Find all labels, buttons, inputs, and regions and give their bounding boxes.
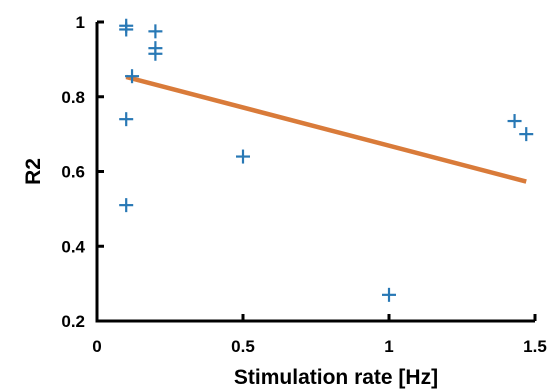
x-tick-label: 0.5 bbox=[231, 337, 255, 356]
scatter-point bbox=[119, 112, 134, 127]
x-tick-label: 0 bbox=[92, 337, 101, 356]
y-axis-title: R2 bbox=[22, 158, 45, 185]
scatter-point bbox=[148, 46, 163, 61]
scatter-point bbox=[148, 24, 163, 39]
scatter-point bbox=[119, 198, 134, 213]
y-ticks: 0.2 0.4 0.6 0.8 1 bbox=[61, 13, 104, 331]
y-tick-label: 0.4 bbox=[61, 237, 85, 256]
plot-area bbox=[119, 18, 534, 302]
scatter-point bbox=[125, 69, 140, 84]
scatter-point bbox=[119, 22, 134, 37]
scatter-point bbox=[519, 127, 534, 142]
scatter-point bbox=[382, 287, 396, 302]
regression-line bbox=[125, 74, 527, 184]
scatter-point bbox=[507, 114, 522, 129]
y-tick-label: 1 bbox=[76, 13, 85, 32]
x-ticks: 0 0.5 1 1.5 bbox=[92, 314, 547, 356]
y-tick-label: 0.2 bbox=[61, 312, 85, 331]
scatter-point bbox=[236, 149, 250, 164]
y-tick-label: 0.8 bbox=[61, 88, 85, 107]
y-tick-label: 0.6 bbox=[61, 163, 85, 182]
x-axis-title: Stimulation rate [Hz] bbox=[234, 366, 438, 389]
x-tick-label: 1 bbox=[384, 337, 393, 356]
x-tick-label: 1.5 bbox=[523, 337, 547, 356]
